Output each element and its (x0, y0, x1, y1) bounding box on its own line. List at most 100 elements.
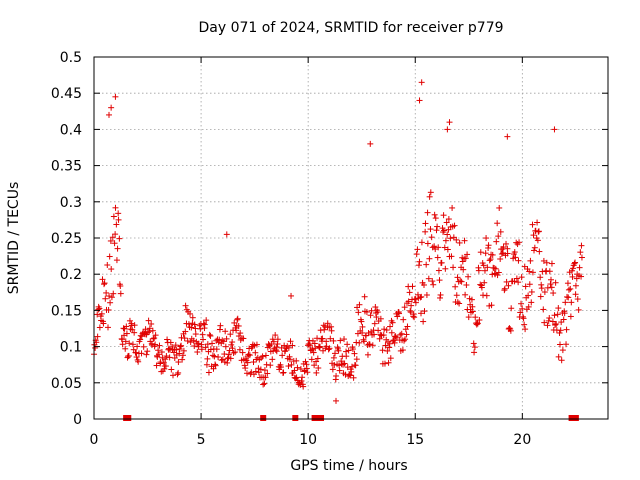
data-point (420, 318, 427, 325)
data-point (341, 360, 348, 367)
y-tick-label: 0.1 (60, 340, 82, 356)
data-point (114, 245, 121, 252)
data-point (234, 315, 241, 322)
data-point (289, 342, 296, 349)
data-point (518, 300, 525, 307)
data-point (447, 235, 454, 242)
data-point (235, 333, 242, 340)
data-point (520, 315, 527, 322)
data-point (404, 323, 411, 330)
data-point (261, 367, 268, 374)
data-gap-marker (292, 415, 299, 421)
x-axis-ticks: 0 5 10 15 20 (90, 57, 531, 448)
data-point (371, 320, 378, 327)
data-point (107, 237, 114, 244)
data-point (418, 79, 425, 86)
data-point (143, 351, 150, 358)
data-point (453, 292, 460, 299)
data-point (190, 337, 197, 344)
y-tick-label: 0.45 (51, 86, 82, 102)
data-point (569, 265, 576, 272)
data-point (189, 314, 196, 321)
data-point (179, 352, 186, 359)
data-point (325, 346, 332, 353)
data-point (459, 258, 466, 265)
data-point (336, 362, 343, 369)
data-point (469, 308, 476, 315)
data-point (94, 333, 101, 340)
data-point (225, 351, 232, 358)
data-point (200, 320, 207, 327)
data-point (558, 357, 565, 364)
data-point (536, 248, 543, 255)
data-point (316, 343, 323, 350)
data-point (415, 262, 422, 269)
data-point (477, 249, 484, 256)
data-point (204, 355, 211, 362)
data-point (548, 260, 555, 267)
data-gap-marker (260, 415, 267, 421)
data-point (399, 347, 406, 354)
data-point (379, 347, 386, 354)
data-point (431, 243, 438, 250)
data-point (388, 329, 395, 336)
data-point (531, 244, 538, 251)
data-point (454, 274, 461, 281)
data-point (386, 344, 393, 351)
data-point (111, 240, 118, 247)
y-tick-label: 0.35 (51, 159, 82, 175)
y-tick-label: 0 (73, 412, 82, 428)
data-point (102, 295, 109, 302)
data-point (578, 273, 585, 280)
data-point (397, 331, 404, 338)
data-point (356, 301, 363, 308)
data-point (525, 292, 532, 299)
data-point (515, 257, 522, 264)
data-point (341, 336, 348, 343)
data-point (217, 322, 224, 329)
data-point (506, 325, 513, 332)
data-point (559, 347, 566, 354)
data-point (178, 342, 185, 349)
data-point (312, 345, 319, 352)
data-point (311, 362, 318, 369)
data-point (497, 256, 504, 263)
data-point (381, 360, 388, 367)
data-point (500, 244, 507, 251)
data-point (445, 216, 452, 223)
data-point (361, 293, 368, 300)
data-point (209, 352, 216, 359)
data-point (537, 293, 544, 300)
data-point (557, 341, 564, 348)
data-point (207, 332, 214, 339)
data-point (430, 281, 437, 288)
data-point (535, 228, 542, 235)
data-point (518, 274, 525, 281)
data-point (278, 364, 284, 371)
data-point (165, 345, 172, 352)
data-point (444, 231, 451, 238)
data-point (115, 210, 122, 217)
data-point (331, 350, 338, 357)
data-point (328, 327, 335, 334)
data-point (131, 322, 138, 329)
data-point (372, 304, 379, 311)
data-point (262, 374, 269, 381)
data-point (387, 355, 394, 362)
data-point (417, 294, 424, 301)
data-point (550, 290, 557, 297)
data-point (560, 316, 567, 323)
y-axis-ticks: 0 0.05 0.1 0.15 0.2 0.25 0.3 0.35 0.4 0.45 0.5 (51, 50, 608, 428)
data-point (198, 346, 205, 353)
data-point (464, 251, 471, 258)
data-point (261, 380, 268, 387)
data-point (257, 366, 264, 373)
data-point (260, 381, 267, 388)
data-point (112, 231, 119, 238)
data-point (411, 314, 418, 321)
data-point (440, 212, 447, 219)
data-point (552, 279, 559, 286)
data-point (209, 340, 216, 347)
data-point (131, 329, 138, 336)
data-point (441, 227, 448, 234)
